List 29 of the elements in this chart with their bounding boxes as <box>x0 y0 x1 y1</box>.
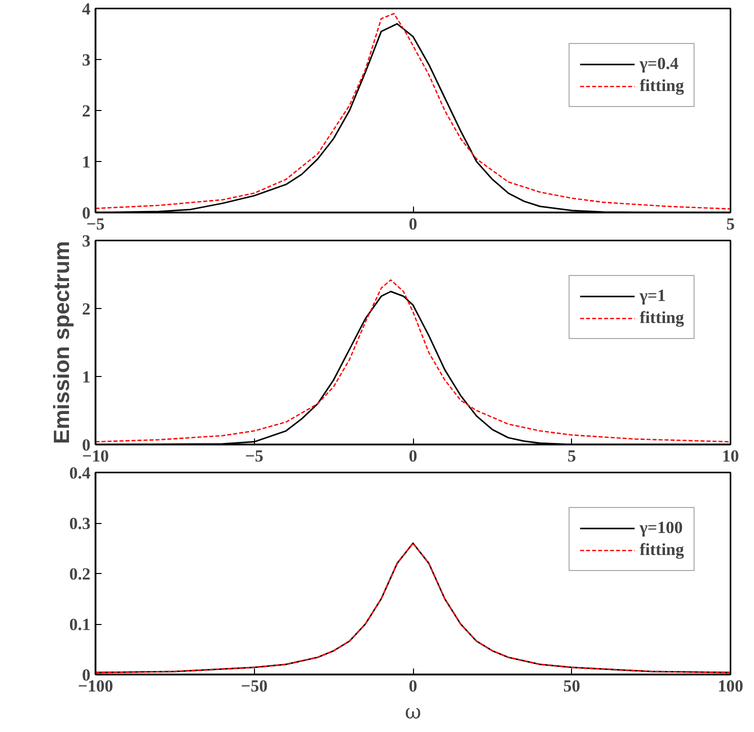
x-axis-title: ω <box>404 700 422 724</box>
x-tick-label: 5 <box>726 214 735 234</box>
legend-label: fitting <box>640 76 684 96</box>
y-tick-label: 4 <box>82 0 91 18</box>
x-tick-label: 50 <box>563 676 580 696</box>
y-axis-title: Emission spectrum <box>49 241 74 444</box>
y-tick-label: 1 <box>82 368 90 386</box>
y-tick-label: 2 <box>82 300 90 318</box>
x-tick-label: 5 <box>568 446 576 466</box>
x-tick-label: 0 <box>408 446 418 466</box>
x-tick-label: 10 <box>722 446 739 466</box>
x-tick-label: −50 <box>240 676 268 696</box>
y-tick-label: 0.2 <box>69 564 90 584</box>
legend-label: γ=0.4 <box>640 54 678 74</box>
legend-label: fitting <box>640 540 684 560</box>
x-tick-label: −5 <box>245 446 264 466</box>
legend-label: fitting <box>640 308 684 328</box>
x-tick-label: 0 <box>408 214 418 234</box>
y-tick-label: 0.3 <box>69 514 90 533</box>
y-tick-label: 3 <box>82 232 90 250</box>
y-tick-label: 0.4 <box>69 464 91 482</box>
legend-label: γ=1 <box>640 286 666 306</box>
legend-label: γ=100 <box>640 518 683 538</box>
x-tick-label: 0 <box>408 676 418 696</box>
y-tick-label: 3 <box>82 50 90 70</box>
y-tick-label: 0.1 <box>69 615 90 634</box>
y-tick-label: 2 <box>82 102 90 120</box>
y-tick-label: 1 <box>82 152 90 172</box>
x-tick-label: 100 <box>718 676 744 696</box>
